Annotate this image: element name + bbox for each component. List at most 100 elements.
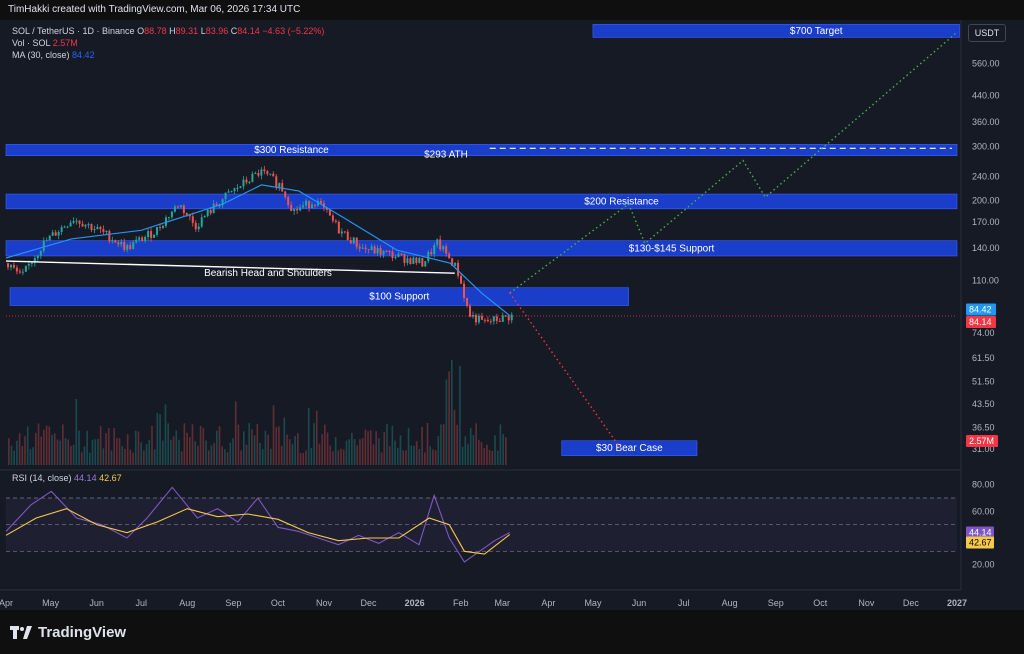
candle-body [120, 241, 123, 245]
volume-bar [280, 445, 283, 465]
volume-bar [248, 423, 251, 465]
volume-legend-row[interactable]: Vol · SOL 2.57M [12, 38, 78, 48]
candle-body [448, 253, 451, 259]
candle-body [212, 203, 215, 214]
candle-body [409, 258, 412, 264]
candle-body [305, 200, 308, 206]
zone-label-2: $200 Resistance [584, 196, 659, 207]
candle-body [194, 222, 197, 230]
volume-bar [148, 439, 151, 465]
candle-body [66, 226, 69, 228]
volume-bar [448, 371, 450, 465]
candle-body [385, 250, 388, 252]
candle-body [126, 245, 129, 250]
volume-bar [215, 430, 218, 465]
candle-body [242, 179, 245, 187]
volume-bar [226, 452, 229, 465]
candle-body [36, 255, 39, 259]
volume-bar [326, 432, 329, 465]
zone-label-5: $30 Bear Case [596, 443, 663, 454]
volume-bar [478, 439, 480, 465]
time-tick-label: Feb [453, 598, 469, 608]
volume-bar [299, 452, 302, 465]
volume-bar [451, 360, 453, 465]
bear-projection-path [509, 292, 622, 450]
volume-bar [164, 404, 167, 465]
ma-value: 84.42 [72, 50, 95, 60]
price-tick-label: 74.00 [972, 328, 995, 338]
time-tick-label: Jul [678, 598, 690, 608]
candle-body [430, 252, 433, 255]
volume-bar [172, 436, 175, 465]
volume-bar [486, 444, 488, 465]
volume-bar [396, 447, 399, 465]
volume-bar [286, 434, 288, 465]
candle-body [281, 183, 284, 192]
candle-body [42, 240, 45, 251]
open-value: 88.78 [144, 26, 167, 36]
candle-body [84, 224, 87, 227]
candle-body [203, 216, 206, 218]
volume-bar [159, 414, 161, 465]
time-tick-label: Dec [903, 598, 920, 608]
time-tick-label: Nov [858, 598, 875, 608]
volume-bar [270, 448, 272, 465]
price-label-text: 84.42 [969, 305, 992, 315]
price-tick-label: 200.00 [972, 196, 1000, 206]
chart-area[interactable]: $700 Target $300 Resistance $200 Resistanc… [0, 20, 1024, 610]
volume-bar [351, 432, 353, 465]
candle-body [340, 231, 343, 234]
volume-bar [291, 443, 294, 465]
candle-body [150, 231, 153, 238]
volume-bar [124, 448, 126, 465]
volume-bar [48, 426, 51, 465]
price-tick-label: 440.00 [972, 90, 1000, 100]
candle-body [406, 258, 409, 263]
candle-body [123, 241, 126, 250]
volume-bar [229, 442, 232, 465]
volume-bar [191, 424, 194, 465]
volume-bar [21, 445, 24, 465]
candle-body [308, 200, 311, 208]
currency-button[interactable]: USDT [968, 24, 1006, 42]
candle-body [215, 203, 218, 206]
candle-body [477, 315, 480, 323]
rsi-ma-line [5, 508, 511, 555]
candle-body [30, 262, 33, 265]
price-tick-label: 360.00 [972, 117, 1000, 127]
tradingview-logo[interactable]: TradingView [10, 624, 126, 641]
footer-bar: TradingView [0, 610, 1024, 654]
candle-body [412, 257, 415, 264]
volume-bar [310, 447, 313, 465]
symbol-name[interactable]: SOL / TetherUS · 1D · Binance [12, 26, 135, 36]
candle-body [18, 271, 21, 273]
candle-body [257, 172, 260, 176]
symbol-legend-row: SOL / TetherUS · 1D · Binance O88.78 H89… [12, 26, 324, 36]
candle-body [135, 239, 138, 243]
candle-body [457, 262, 460, 276]
candle-body [469, 305, 472, 317]
candle-body [269, 173, 272, 175]
volume-bar [45, 425, 48, 465]
candle-body [370, 246, 373, 250]
volume-bar [386, 424, 388, 465]
volume-bar [188, 437, 191, 465]
candle-body [510, 314, 513, 321]
head-shoulders-label: Bearish Head and Shoulders [204, 268, 332, 279]
candle-body [236, 187, 239, 189]
rsi-tick-label: 20.00 [972, 560, 995, 570]
volume-bar [359, 439, 361, 465]
ma-legend-row[interactable]: MA (30, close) 84.42 [12, 50, 95, 60]
volume-bar [137, 431, 140, 465]
volume-bar [32, 447, 34, 465]
volume-bar [83, 446, 86, 465]
candle-body [391, 251, 394, 259]
volume-bar [318, 443, 321, 465]
rsi-legend-row[interactable]: RSI (14, close) 44.14 42.67 [12, 473, 122, 483]
volume-bar [432, 449, 434, 465]
price-chart-svg[interactable]: $700 Target $300 Resistance $200 Resistanc… [0, 20, 1024, 610]
volume-bar [315, 410, 318, 465]
volume-bar [178, 439, 180, 465]
tradingview-logo-icon [10, 625, 32, 639]
volume-bar [461, 446, 464, 465]
